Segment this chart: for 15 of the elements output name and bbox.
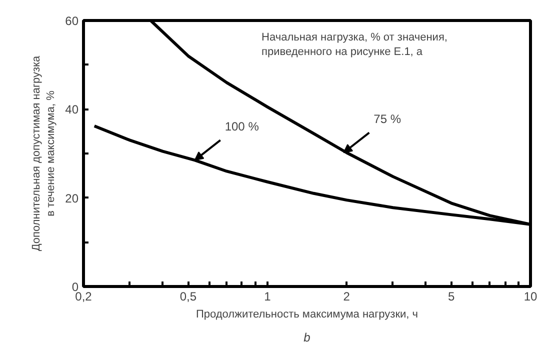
y-axis-title: Дополнительная допустимая нагрузка в течение максимума, % — [30, 54, 58, 252]
x-axis-title: Продолжительность максимума нагрузки, ч — [196, 308, 418, 320]
x-tick-label: 10 — [524, 290, 538, 304]
annotation: Начальная нагрузка, % от значения, приведенного на рисунке Е.1, a — [262, 32, 448, 58]
text: b — [304, 330, 311, 344]
y-tick-label: 60 — [65, 14, 79, 28]
y-tick-label: 20 — [65, 191, 79, 206]
annotation: 75 % — [374, 112, 402, 126]
x-tick-label: 2 — [343, 290, 350, 304]
x-tick-label: 0,2 — [75, 290, 92, 304]
annotation: 100 % — [224, 120, 260, 134]
x-tick-label: 0,5 — [180, 290, 197, 304]
x-tick-label: 1 — [264, 290, 272, 304]
x-tick-label: 5 — [448, 290, 455, 304]
y-tick-label: 40 — [65, 102, 79, 117]
